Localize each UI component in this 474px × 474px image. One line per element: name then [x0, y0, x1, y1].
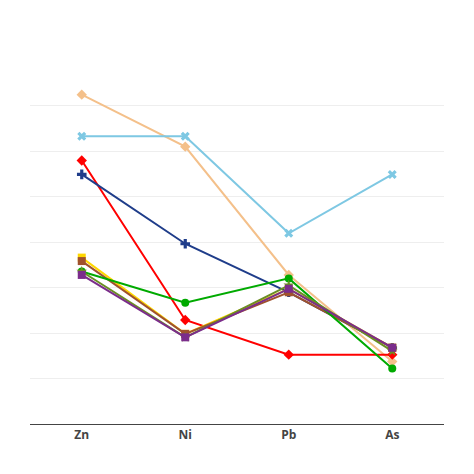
- svg-text:Ni: Ni: [179, 426, 192, 443]
- svg-text:Pb: Pb: [281, 426, 297, 443]
- svg-text:As: As: [385, 426, 399, 443]
- svg-text:Zn: Zn: [74, 426, 89, 443]
